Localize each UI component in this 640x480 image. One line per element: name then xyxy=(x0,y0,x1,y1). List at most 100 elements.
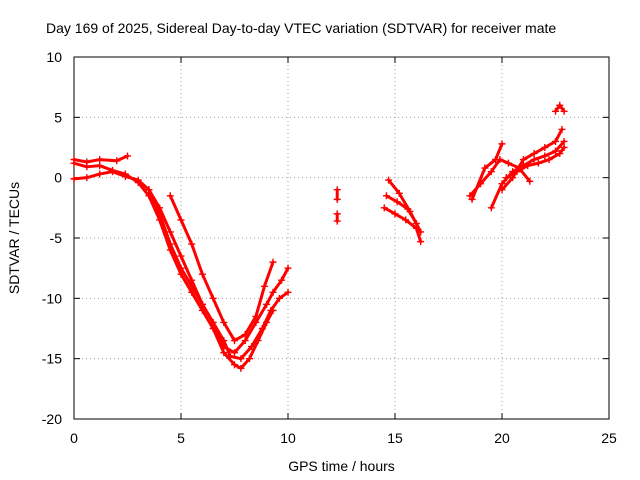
x-tick-label: 5 xyxy=(177,430,185,446)
data-point xyxy=(166,228,174,236)
data-point xyxy=(220,318,228,326)
series-track-10 xyxy=(382,192,420,228)
data-point xyxy=(534,159,542,167)
data-point xyxy=(417,238,425,246)
data-point xyxy=(333,186,341,194)
data-point xyxy=(188,240,196,248)
data-point xyxy=(385,176,393,184)
data-point xyxy=(502,174,510,182)
data-point xyxy=(284,264,292,272)
series-line xyxy=(470,142,504,201)
data-point xyxy=(267,306,275,314)
x-tick-label: 25 xyxy=(601,430,617,446)
data-point xyxy=(113,157,121,165)
data-point xyxy=(231,361,238,369)
series-track-14 xyxy=(498,125,566,194)
data-point xyxy=(333,210,341,218)
data-point xyxy=(524,162,532,170)
data-point xyxy=(198,300,206,308)
data-point xyxy=(269,288,277,296)
series-track-7 xyxy=(333,210,341,225)
data-point xyxy=(198,270,206,278)
data-point xyxy=(258,325,266,332)
data-point xyxy=(545,156,553,164)
series-line xyxy=(384,194,418,226)
data-point xyxy=(395,189,403,197)
data-point xyxy=(245,355,253,363)
data-point xyxy=(393,198,401,206)
data-point xyxy=(252,312,260,320)
series-track-4 xyxy=(145,186,292,357)
data-point xyxy=(560,137,568,145)
series-track-15 xyxy=(502,144,568,182)
series-track-9 xyxy=(380,204,425,246)
data-point xyxy=(519,156,527,164)
data-point xyxy=(96,170,104,178)
data-point xyxy=(166,240,174,248)
data-point xyxy=(481,164,489,172)
data-point xyxy=(558,125,566,133)
data-point xyxy=(209,318,217,326)
data-point xyxy=(284,288,292,296)
data-point xyxy=(492,156,500,164)
series-track-16 xyxy=(552,101,568,115)
data-point xyxy=(166,192,174,200)
data-point xyxy=(404,205,412,213)
series-track-6 xyxy=(333,186,341,203)
y-tick-label: 5 xyxy=(54,109,62,125)
y-tick-label: 0 xyxy=(54,170,62,186)
data-point xyxy=(278,276,286,284)
data-point xyxy=(269,258,277,266)
data-point xyxy=(333,217,341,225)
x-tick-label: 0 xyxy=(70,430,78,446)
series-line xyxy=(489,139,566,210)
x-tick-label: 10 xyxy=(280,430,296,446)
data-point xyxy=(513,168,521,176)
data-point xyxy=(188,282,196,290)
data-point xyxy=(231,337,238,345)
data-point xyxy=(541,152,549,160)
data-point xyxy=(220,343,228,351)
data-point xyxy=(70,159,78,167)
data-point xyxy=(556,150,564,158)
data-point xyxy=(552,137,559,145)
data-point xyxy=(109,168,117,176)
data-point xyxy=(487,168,495,176)
data-point xyxy=(468,195,476,203)
data-point xyxy=(134,176,142,184)
data-point xyxy=(560,107,568,115)
data-point xyxy=(552,147,559,155)
data-point xyxy=(333,195,341,203)
series-track-1 xyxy=(70,152,131,166)
y-tick-label: -10 xyxy=(42,290,62,306)
data-point xyxy=(145,186,153,194)
data-point xyxy=(487,204,495,212)
data-point xyxy=(83,174,91,182)
data-point xyxy=(530,156,538,164)
data-point xyxy=(83,163,91,171)
data-point xyxy=(498,180,506,188)
data-point xyxy=(412,220,420,228)
data-point xyxy=(498,186,506,194)
data-point xyxy=(380,204,388,212)
y-axis-label: SDTVAR / TECUs xyxy=(6,182,22,294)
data-point xyxy=(177,252,185,260)
data-point xyxy=(241,331,249,339)
data-point xyxy=(541,144,549,151)
data-point xyxy=(248,343,256,351)
x-axis-label: GPS time / hours xyxy=(288,458,395,474)
plot-frame xyxy=(73,56,610,420)
data-point xyxy=(241,337,249,345)
grid xyxy=(74,57,609,419)
data-point xyxy=(177,216,185,224)
data-point xyxy=(177,264,185,272)
data-point xyxy=(275,294,283,302)
series-track-5 xyxy=(166,192,277,345)
data-point xyxy=(220,349,228,357)
data-point xyxy=(121,172,129,180)
data-point xyxy=(526,177,534,185)
data-point xyxy=(226,352,234,360)
data-point xyxy=(552,107,559,115)
series-track-12 xyxy=(468,140,506,203)
